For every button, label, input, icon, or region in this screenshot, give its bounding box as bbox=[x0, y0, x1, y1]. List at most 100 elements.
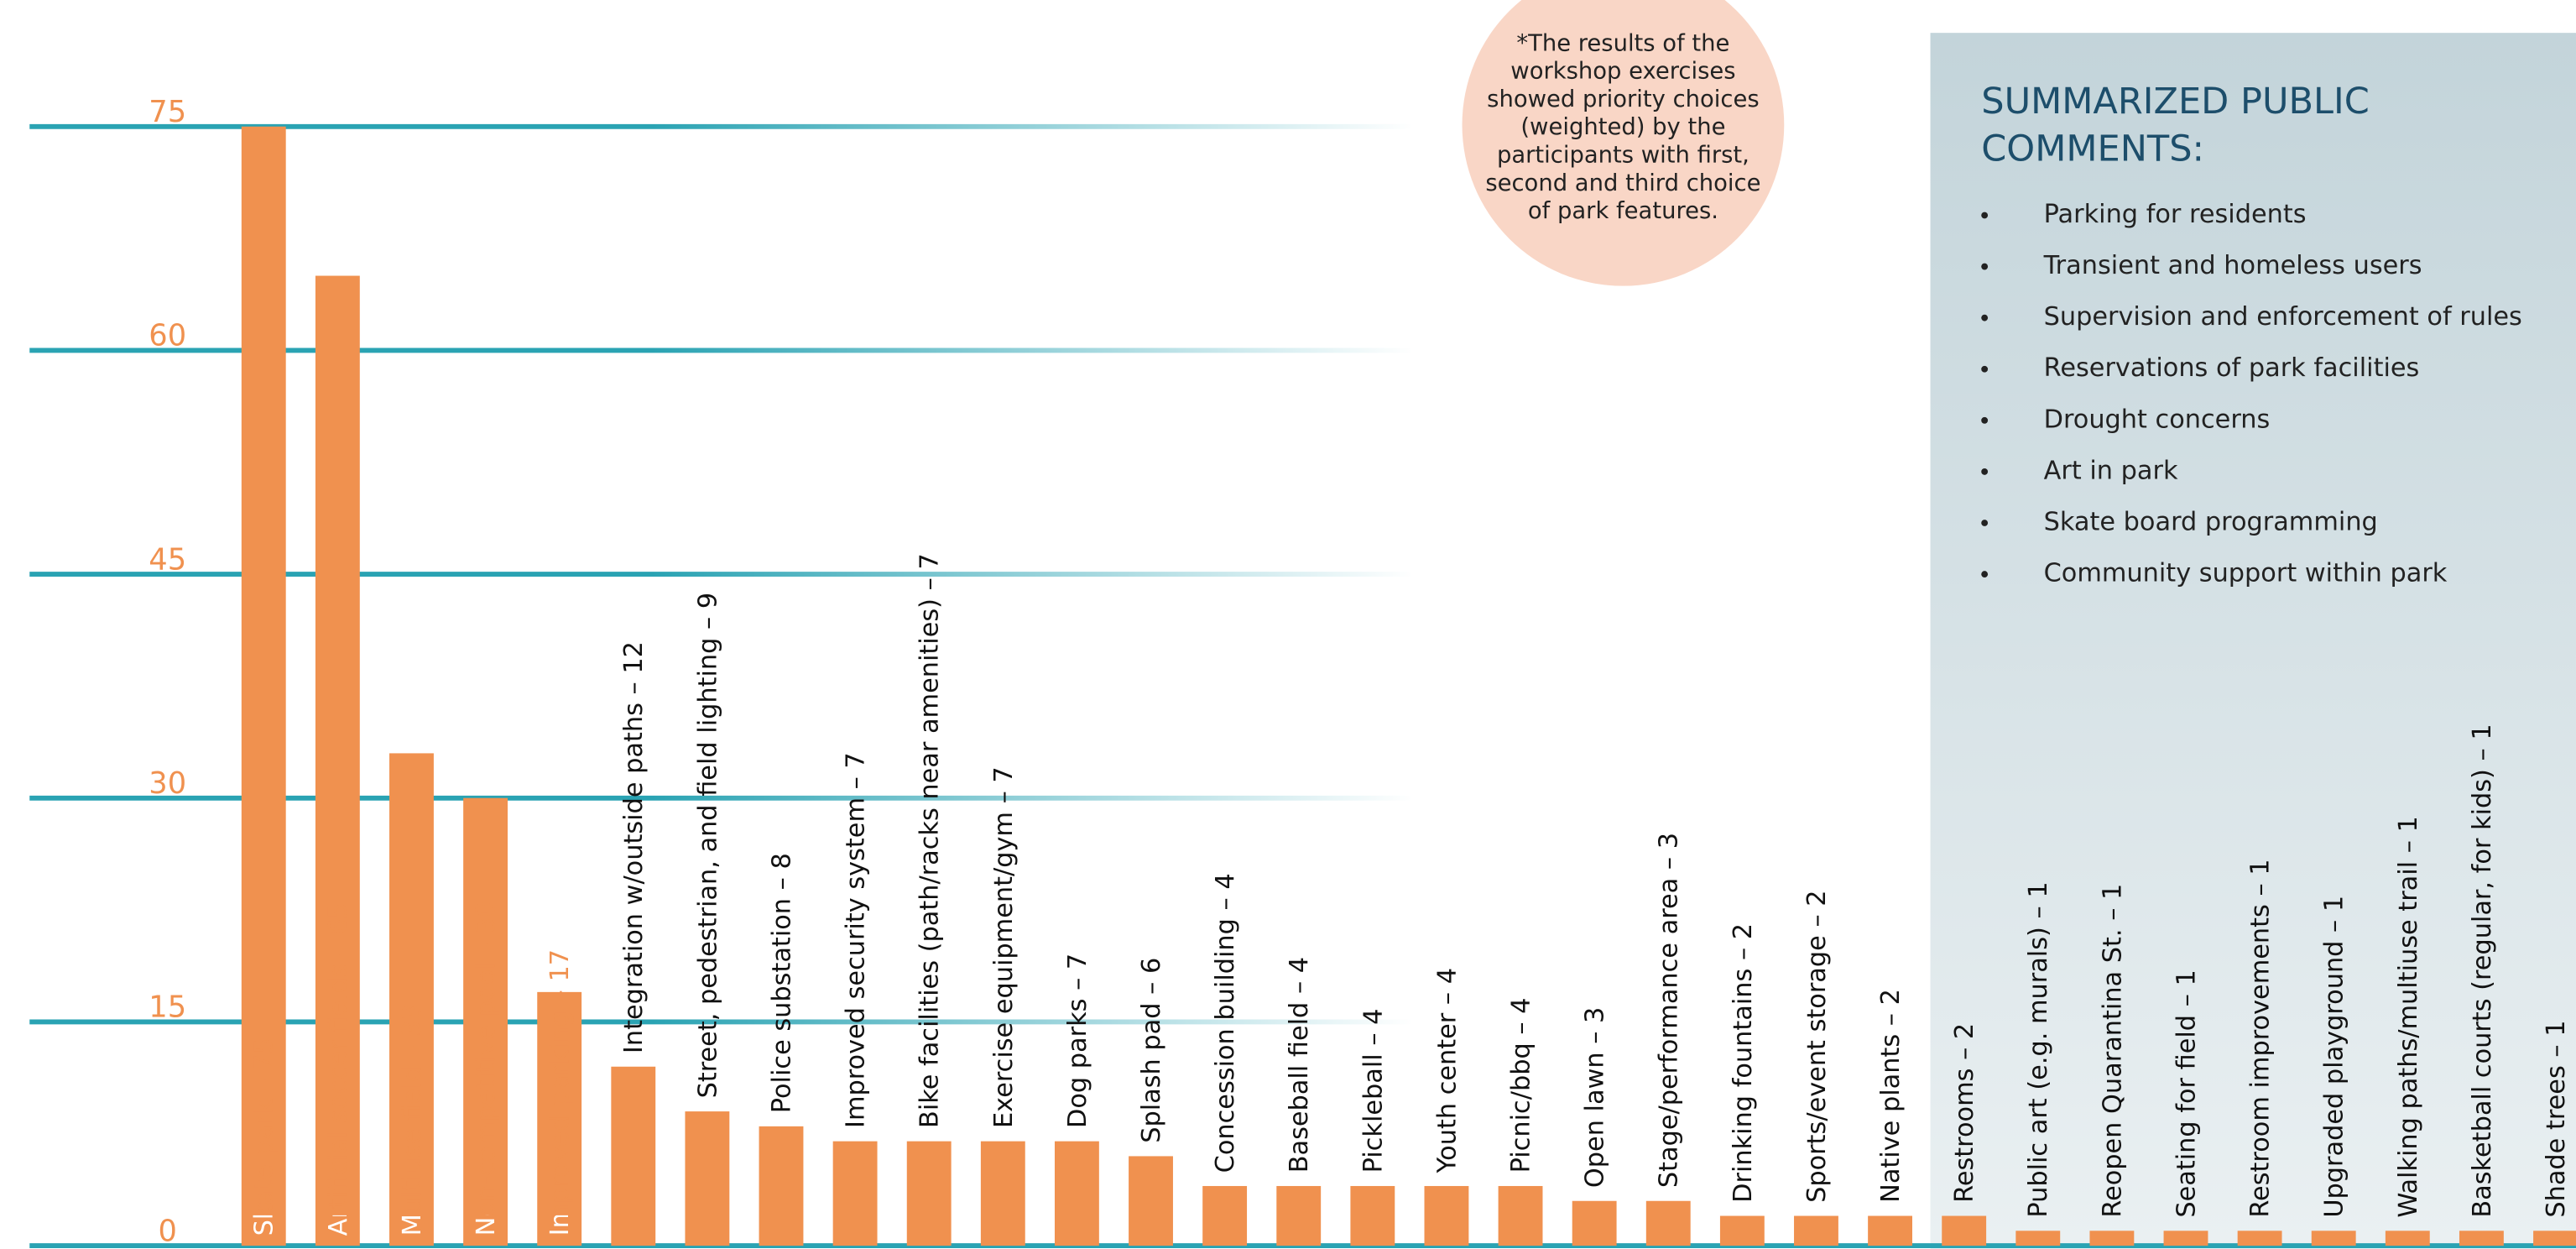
bar bbox=[1645, 1200, 1691, 1246]
bar bbox=[611, 1066, 656, 1246]
bar bbox=[1424, 1185, 1469, 1246]
y-tick-label: 30 bbox=[149, 766, 186, 801]
bar-label: Walking paths/multiuse trail – 1 bbox=[2394, 816, 2423, 1217]
bar-label: Dog parks – 7 bbox=[1063, 954, 1092, 1128]
bar bbox=[1129, 1156, 1173, 1246]
bar-label: Skate park – 75 bbox=[250, 1037, 279, 1236]
bar bbox=[2533, 1231, 2576, 1246]
y-tick-label: 45 bbox=[149, 542, 186, 577]
bar-label: Sports/event storage – 2 bbox=[1802, 890, 1832, 1202]
annotation-line: second and third choice bbox=[1485, 170, 1760, 196]
bar-label: Baseball field – 4 bbox=[1285, 957, 1314, 1173]
y-tick-label: 60 bbox=[149, 319, 186, 353]
bar bbox=[1719, 1215, 1765, 1246]
annotation-line: showed priority choices bbox=[1487, 86, 1759, 112]
comments-panel bbox=[1930, 33, 2576, 1249]
bar bbox=[1202, 1185, 1248, 1246]
bar-label: Skate park – 75 bbox=[250, 1037, 279, 1236]
bar-label: Non-competitive pool – 30 bbox=[472, 901, 501, 1236]
comment-item: Skate board programming bbox=[2044, 508, 2378, 537]
bar bbox=[759, 1126, 804, 1246]
annotation-line: participants with first, bbox=[1497, 143, 1749, 169]
bullet bbox=[1981, 416, 1989, 424]
bar bbox=[1572, 1200, 1617, 1246]
comment-item: Parking for residents bbox=[2044, 200, 2307, 229]
bar-label: Multiuse field – 33 bbox=[398, 1004, 427, 1236]
bar bbox=[2459, 1231, 2504, 1246]
comments: SUMMARIZED PUBLIC COMMENTS: Parking for re… bbox=[1981, 81, 2522, 588]
comment-item: Supervision and enforcement of rules bbox=[2044, 302, 2522, 332]
panel-title: SUMMARIZED PUBLIC bbox=[1981, 81, 2370, 123]
bar bbox=[1054, 1141, 1099, 1246]
comment-item: Transient and homeless users bbox=[2043, 251, 2422, 280]
panel-title: COMMENTS: bbox=[1981, 128, 2204, 170]
bullet bbox=[1981, 212, 1989, 219]
comment-item: Drought concerns bbox=[2044, 405, 2271, 434]
bar-label: Street, pedestrian, and field lighting –… bbox=[693, 593, 722, 1099]
bar-label: Public art (e.g. murals) – 1 bbox=[2024, 881, 2053, 1217]
bar-label: Seating for field – 1 bbox=[2172, 969, 2201, 1217]
bar bbox=[2015, 1231, 2061, 1246]
bar bbox=[315, 275, 360, 1246]
bar-label: Pickleball – 4 bbox=[1358, 1008, 1388, 1173]
bar-label: Restroom improvements – 1 bbox=[2246, 859, 2276, 1217]
bar-label: Basketball courts (regular, for kids) – … bbox=[2468, 724, 2497, 1217]
bar-label: Artificial soccer fields – 65 bbox=[324, 902, 353, 1236]
comment-item: Reservations of park facilities bbox=[2044, 353, 2420, 383]
bar bbox=[1350, 1185, 1395, 1246]
bar-label: Youth center – 4 bbox=[1432, 968, 1462, 1173]
bar bbox=[685, 1111, 730, 1246]
bar bbox=[1868, 1215, 1912, 1246]
bar-label: Improved parking – 17 bbox=[545, 949, 575, 1236]
y-tick-label: 75 bbox=[149, 95, 186, 129]
bar bbox=[463, 797, 508, 1246]
bar bbox=[832, 1141, 878, 1246]
bar-label: Splash pad – 6 bbox=[1137, 958, 1166, 1143]
bullet bbox=[1981, 571, 1989, 578]
bullet bbox=[1981, 314, 1989, 321]
bar-label: Concession building – 4 bbox=[1211, 873, 1240, 1173]
bar-label: Non-competitive pool – 30 bbox=[472, 901, 501, 1236]
bar-label: Improved parking – 17 bbox=[545, 949, 575, 1236]
bar bbox=[537, 991, 582, 1246]
bar-label: Drinking fountains – 2 bbox=[1729, 923, 1758, 1203]
bar bbox=[1276, 1185, 1322, 1246]
bar bbox=[2089, 1231, 2135, 1246]
bar bbox=[2311, 1231, 2356, 1246]
bar bbox=[2237, 1231, 2282, 1246]
annotation-circle bbox=[1462, 0, 1785, 286]
comment-item: Art in park bbox=[2044, 456, 2178, 485]
bullet bbox=[1981, 263, 1989, 270]
bar-label: Open lawn – 3 bbox=[1581, 1007, 1610, 1188]
annotation-line: *The results of the bbox=[1516, 30, 1729, 56]
bar-label: Artificial soccer fields – 65 bbox=[324, 902, 353, 1236]
bar-label: Exercise equipment/gym – 7 bbox=[989, 766, 1019, 1128]
bar bbox=[980, 1141, 1025, 1246]
bullet bbox=[1981, 468, 1989, 475]
bar-label: Restrooms – 2 bbox=[1950, 1023, 1979, 1203]
bar-label: Integration w/outside paths – 12 bbox=[619, 641, 649, 1053]
y-tick-label: 15 bbox=[149, 990, 186, 1025]
bar bbox=[1794, 1215, 1838, 1246]
bullet bbox=[1981, 365, 1989, 373]
bar bbox=[2385, 1231, 2430, 1246]
bar bbox=[2163, 1231, 2208, 1246]
bar-label: Picnic/bbq – 4 bbox=[1507, 998, 1536, 1173]
annotation-line: workshop exercises bbox=[1510, 59, 1735, 85]
bar-label: Upgraded playground – 1 bbox=[2320, 896, 2349, 1218]
bar-label: Shade trees – 1 bbox=[2542, 1020, 2571, 1217]
annotation: *The results of the workshop exercisessho… bbox=[1485, 30, 1760, 224]
bar bbox=[906, 1141, 952, 1246]
bar-label: Improved security system – 7 bbox=[842, 752, 871, 1128]
bar-label: Stage/performance area – 3 bbox=[1655, 833, 1684, 1188]
bar-label: Multiuse field – 33 bbox=[398, 1004, 427, 1236]
bar bbox=[1498, 1185, 1543, 1246]
bar bbox=[241, 126, 286, 1246]
bar-label: Police substation – 8 bbox=[767, 853, 796, 1113]
bar-label: Bike facilities (path/racks near ameniti… bbox=[915, 553, 945, 1128]
bar-label: Native plants – 2 bbox=[1876, 989, 1906, 1203]
comment-item: Community support within park bbox=[2044, 559, 2448, 588]
